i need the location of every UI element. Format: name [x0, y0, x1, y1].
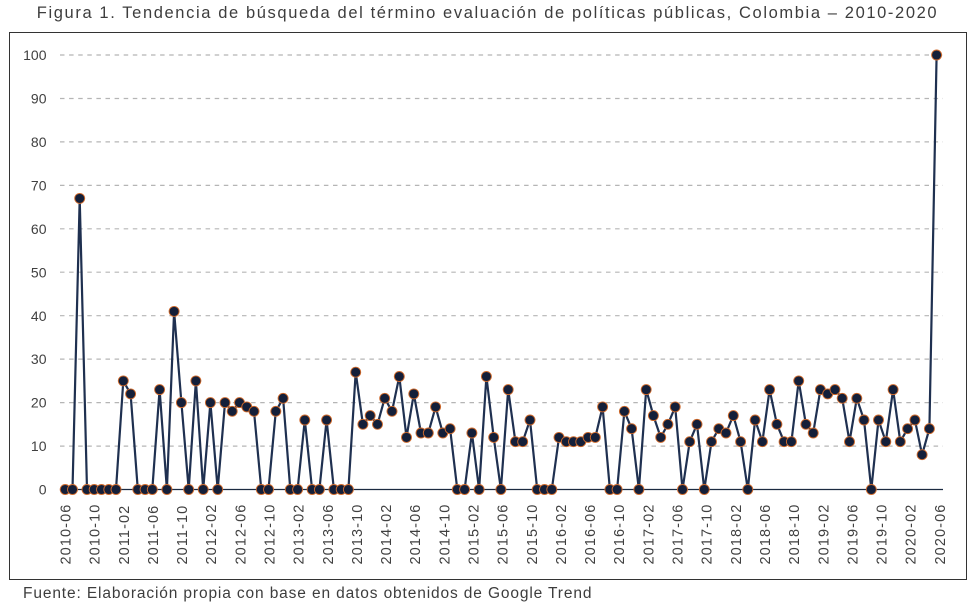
svg-text:80: 80 [31, 134, 47, 150]
svg-text:2011-06: 2011-06 [146, 505, 162, 565]
svg-text:2015-02: 2015-02 [467, 504, 483, 565]
svg-text:2011-02: 2011-02 [117, 505, 133, 565]
svg-text:2017-10: 2017-10 [700, 504, 716, 565]
svg-text:60: 60 [31, 221, 47, 237]
svg-text:70: 70 [31, 178, 47, 194]
svg-text:2019-02: 2019-02 [816, 504, 832, 565]
svg-text:2012-02: 2012-02 [204, 504, 220, 565]
svg-text:2013-06: 2013-06 [321, 504, 337, 565]
svg-text:50: 50 [31, 264, 47, 280]
svg-text:40: 40 [31, 308, 47, 324]
svg-text:2011-10: 2011-10 [175, 505, 191, 565]
svg-text:2013-02: 2013-02 [292, 504, 308, 565]
svg-text:2014-06: 2014-06 [408, 504, 424, 565]
svg-text:2019-10: 2019-10 [875, 504, 891, 565]
svg-text:2019-06: 2019-06 [845, 504, 861, 565]
svg-text:2014-10: 2014-10 [437, 504, 453, 565]
svg-text:2012-06: 2012-06 [233, 504, 249, 565]
svg-text:2010-10: 2010-10 [88, 504, 104, 565]
svg-text:20: 20 [31, 395, 47, 411]
svg-text:2012-10: 2012-10 [263, 504, 279, 565]
svg-text:2018-06: 2018-06 [758, 504, 774, 565]
svg-text:100: 100 [23, 47, 47, 63]
svg-text:2016-06: 2016-06 [583, 504, 599, 565]
svg-text:30: 30 [31, 351, 47, 367]
svg-text:2010-06: 2010-06 [59, 504, 75, 565]
svg-text:2013-10: 2013-10 [350, 504, 366, 565]
svg-text:2016-10: 2016-10 [612, 504, 628, 565]
svg-text:2014-02: 2014-02 [379, 504, 395, 565]
svg-text:10: 10 [31, 438, 47, 454]
svg-text:2015-06: 2015-06 [496, 504, 512, 565]
svg-text:90: 90 [31, 91, 47, 107]
svg-text:2018-02: 2018-02 [729, 504, 745, 565]
svg-text:2017-06: 2017-06 [671, 504, 687, 565]
svg-text:2018-10: 2018-10 [787, 504, 803, 565]
svg-text:2020-02: 2020-02 [904, 504, 920, 565]
svg-text:2020-06: 2020-06 [933, 504, 949, 565]
svg-text:0: 0 [39, 482, 47, 498]
svg-text:2015-10: 2015-10 [525, 504, 541, 565]
svg-text:2017-02: 2017-02 [641, 504, 657, 565]
svg-text:2016-02: 2016-02 [554, 504, 570, 565]
